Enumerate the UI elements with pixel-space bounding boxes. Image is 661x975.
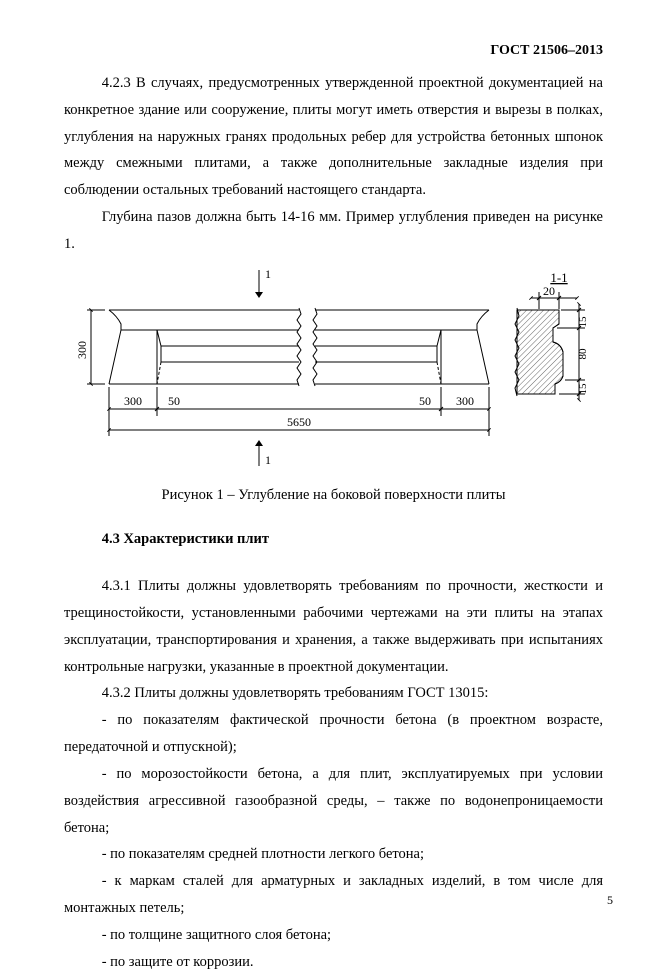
paragraph-4-3-2: 4.3.2 Плиты должны удовлетворять требова… <box>64 680 603 707</box>
fig-dim-15a: 15 <box>577 316 589 328</box>
bullet-1: - по показателям фактической прочности б… <box>64 707 603 761</box>
paragraph-4-3-1: 4.3.1 Плиты должны удовлетворять требова… <box>64 573 603 680</box>
fig-label-sec-bot: 1 <box>265 453 271 467</box>
paragraph-groove-depth: Глубина пазов должна быть 14-16 мм. Прим… <box>64 204 603 258</box>
bullet-3: - по показателям средней плотности легко… <box>64 841 603 868</box>
fig-dim-15b: 15 <box>577 383 589 395</box>
fig-dim-20: 20 <box>543 284 555 298</box>
fig-dim-5650: 5650 <box>287 415 311 429</box>
bullet-5: - по толщине защитного слоя бетона; <box>64 922 603 949</box>
page-number: 5 <box>607 889 613 911</box>
figure-1-svg: 1 <box>69 264 599 474</box>
figure-1: 1 <box>64 264 603 474</box>
fig-dim-300b: 300 <box>456 394 474 408</box>
fig-dim-300-left: 300 <box>75 341 89 359</box>
bullet-6: - по защите от коррозии. <box>64 949 603 975</box>
fig-dim-300a: 300 <box>124 394 142 408</box>
fig-dim-50a: 50 <box>168 394 180 408</box>
bullet-2: - по морозостойкости бетона, а для плит,… <box>64 761 603 841</box>
paragraph-4-2-3: 4.2.3 В случаях, предусмотренных утвержд… <box>64 70 603 204</box>
fig-label-section-1-1: 1-1 <box>550 270 567 285</box>
document-page: ГОСТ 21506–2013 4.2.3 В случаях, предусм… <box>0 0 661 935</box>
fig-label-sec-top: 1 <box>265 267 271 281</box>
fig-dim-50b: 50 <box>419 394 431 408</box>
fig-dim-80: 80 <box>577 348 589 360</box>
doc-header: ГОСТ 21506–2013 <box>64 38 603 64</box>
section-4-3-title: 4.3 Характеристики плит <box>64 526 603 553</box>
bullet-4: - к маркам сталей для арматурных и закла… <box>64 868 603 922</box>
figure-1-caption: Рисунок 1 – Углубление на боковой поверх… <box>64 482 603 509</box>
